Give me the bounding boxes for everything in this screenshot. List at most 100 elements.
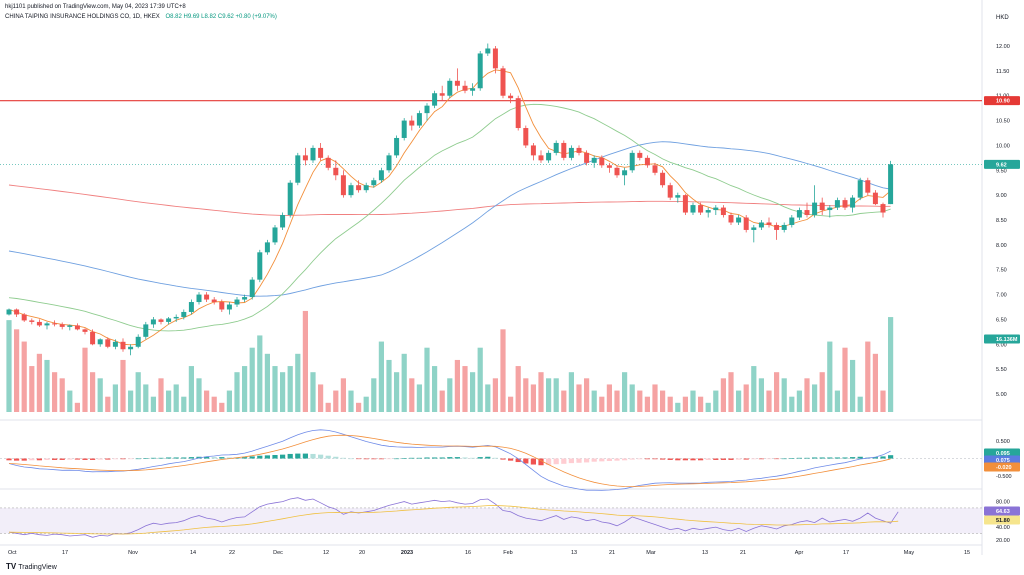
- logo-text: TradingView: [18, 564, 57, 571]
- volume-bar: [90, 372, 96, 412]
- volume-bar: [796, 390, 802, 412]
- candle-body: [500, 68, 506, 96]
- price-tick-label: 9.50: [996, 168, 1007, 174]
- volume-bar: [720, 378, 726, 412]
- candle-body: [325, 157, 331, 168]
- volume-bar: [424, 347, 430, 412]
- price-tick-label: 6.00: [996, 342, 1007, 348]
- candle-body: [135, 336, 141, 347]
- macd-histogram-bar: [340, 457, 346, 459]
- candle-body: [264, 242, 270, 253]
- candle-body: [6, 309, 12, 315]
- macd-histogram-bar: [128, 458, 134, 460]
- candle-body: [644, 157, 650, 166]
- volume-bar: [74, 402, 80, 412]
- candle-body: [14, 309, 20, 315]
- candle-body: [827, 207, 833, 211]
- macd-histogram-bar: [120, 458, 126, 460]
- candle-body: [295, 155, 301, 183]
- candle-body: [333, 167, 339, 176]
- macd-histogram-bar: [386, 458, 392, 460]
- macd-histogram-bar: [561, 458, 567, 464]
- macd-histogram-bar: [409, 457, 415, 459]
- candle-body: [599, 157, 605, 166]
- macd-histogram-bar: [568, 458, 574, 464]
- macd-histogram-bar: [302, 453, 308, 459]
- time-tick-label: Apr: [795, 550, 804, 556]
- candle-body: [105, 339, 111, 347]
- volume-bar: [401, 353, 407, 412]
- volume-bar: [158, 378, 164, 412]
- volume-bar: [576, 384, 582, 412]
- macd-histogram-bar: [264, 455, 270, 459]
- macd-histogram-bar: [553, 458, 559, 465]
- rsi-tick-label: 40.00: [996, 525, 1010, 531]
- volume-bar: [888, 317, 894, 412]
- macd-histogram-bar: [105, 458, 111, 460]
- macd-histogram-bar: [36, 458, 42, 461]
- volume-bar: [150, 396, 156, 412]
- macd-pane: [0, 429, 982, 491]
- volume-bar: [257, 335, 263, 412]
- volume-bar: [226, 390, 232, 412]
- volume-bar: [667, 396, 673, 412]
- volume-bar: [14, 329, 20, 412]
- volume-bar: [280, 372, 286, 412]
- macd-histogram-bar: [705, 458, 711, 460]
- macd-badge-bg: [984, 455, 1020, 465]
- macd-histogram-bar: [150, 457, 156, 459]
- ohlc-values: O8.82 H9.69 L8.82 C9.62 +0.80 (+9.07%): [165, 14, 277, 20]
- resistance-badge: 10.90: [996, 99, 1010, 105]
- candle-body: [530, 145, 536, 156]
- time-tick-label: 21: [740, 550, 746, 556]
- macd-histogram-bar: [576, 458, 582, 463]
- rsi-ma-badge-bg: [984, 515, 1020, 525]
- macd-histogram-bar: [743, 458, 749, 460]
- volume-bar: [378, 341, 384, 412]
- macd-histogram-bar: [789, 458, 795, 459]
- candle-body: [371, 180, 377, 186]
- macd-histogram-bar: [82, 458, 88, 460]
- time-tick-label: 13: [571, 550, 577, 556]
- macd-histogram-bar: [667, 458, 673, 460]
- price-tick-label: 8.00: [996, 243, 1007, 249]
- price-tick-label: 5.50: [996, 367, 1007, 373]
- macd-histogram-bar: [538, 458, 544, 466]
- macd-histogram-bar: [424, 457, 430, 459]
- macd-histogram-bar: [211, 457, 217, 459]
- volume-bar: [105, 396, 111, 412]
- volume-bar: [36, 353, 42, 412]
- candle-body: [432, 93, 438, 106]
- candle-body: [553, 142, 559, 153]
- macd-histogram-bar: [629, 458, 635, 460]
- macd-histogram-bar: [758, 458, 764, 460]
- volume-badge: 16.136M: [996, 337, 1018, 343]
- candle-body: [82, 329, 88, 332]
- candle-body: [872, 192, 878, 205]
- macd-histogram-bar: [181, 457, 187, 459]
- volume-bar: [515, 366, 521, 412]
- volume-bar: [363, 396, 369, 412]
- time-tick-label: Oct: [8, 550, 17, 556]
- volume-bar: [181, 396, 187, 412]
- time-tick-label: 13: [702, 550, 708, 556]
- macd-histogram-bar: [796, 457, 802, 459]
- candle-body: [242, 297, 248, 300]
- macd-histogram-bar: [74, 458, 80, 460]
- candle-body: [888, 164, 894, 205]
- volume-bar: [143, 384, 149, 412]
- volume-bar: [827, 341, 833, 412]
- last-price-badge: 9.62: [996, 162, 1007, 168]
- rsi-badge-bg: [984, 506, 1020, 516]
- macd-badge: 0.075: [996, 458, 1010, 464]
- candle-body: [751, 227, 757, 230]
- candle-body: [470, 88, 476, 91]
- volume-bar: [660, 390, 666, 412]
- candle-body: [568, 147, 574, 158]
- tradingview-logo[interactable]: TV TradingView: [6, 562, 57, 571]
- currency-label: HKD: [996, 15, 1009, 21]
- candle-body: [204, 294, 210, 300]
- macd-histogram-bar: [173, 457, 179, 459]
